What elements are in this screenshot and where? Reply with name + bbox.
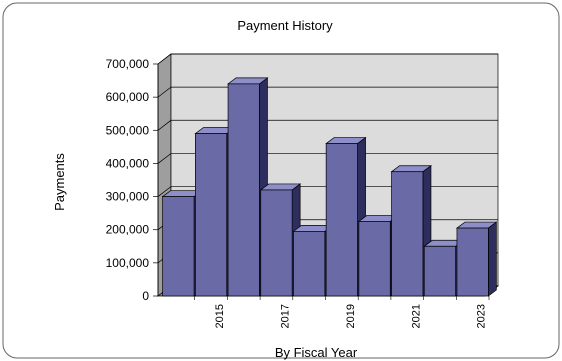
y-tick-label: 400,000 xyxy=(106,156,150,170)
bar-front xyxy=(325,143,358,297)
gridline xyxy=(157,53,498,65)
bar xyxy=(227,77,269,297)
x-axis-label: By Fiscal Year xyxy=(275,345,358,360)
y-axis-label: Payments xyxy=(52,153,67,211)
y-tick-label: 200,000 xyxy=(106,223,150,237)
bar xyxy=(455,221,498,297)
bar-front xyxy=(227,83,260,297)
chart-title: Payment History xyxy=(237,18,333,33)
gridline xyxy=(157,186,498,197)
bar-front xyxy=(260,189,293,297)
bar-front xyxy=(391,171,424,297)
y-tick-label: 300,000 xyxy=(106,190,150,204)
y-tick-label: 700,000 xyxy=(106,57,150,71)
gridline xyxy=(157,153,498,164)
y-tick-label: 100,000 xyxy=(106,256,150,270)
y-axis-ticks: 0 100,000 200,000 300,000 400,000 500,000 600,… xyxy=(106,57,159,303)
bar xyxy=(390,165,432,297)
y-tick-label: 600,000 xyxy=(106,90,150,104)
bars xyxy=(161,77,498,297)
gridline xyxy=(157,119,498,131)
bar-front xyxy=(195,133,228,297)
x-tick-label: 2017 xyxy=(279,304,291,328)
gridline xyxy=(157,86,498,98)
x-tick-label: 2021 xyxy=(410,304,422,328)
x-tick-label: 2019 xyxy=(345,304,357,328)
bar-front xyxy=(456,227,489,297)
bar-front xyxy=(358,221,391,297)
x-tick-label: 2023 xyxy=(476,304,488,328)
x-tick-label: 2015 xyxy=(214,304,226,328)
bar-side xyxy=(487,221,497,297)
y-tick-label: 0 xyxy=(142,289,149,303)
x-axis-ticks: 2015 2017 2019 2021 2023 xyxy=(194,296,490,328)
bar-front xyxy=(162,196,195,297)
y-tick-label: 500,000 xyxy=(106,123,150,137)
bar-front xyxy=(293,231,326,297)
bar-front xyxy=(423,245,456,297)
